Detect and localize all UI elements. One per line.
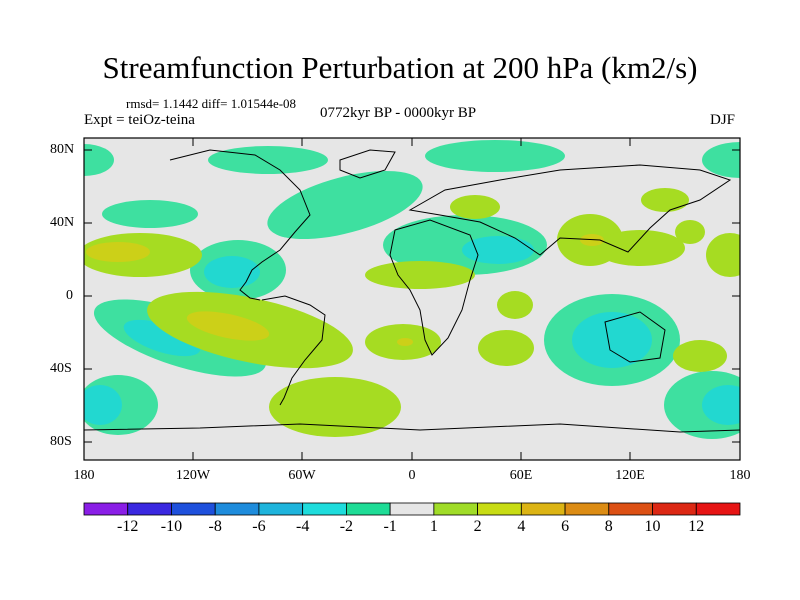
- x-tick-label: 60W: [288, 468, 316, 483]
- x-tick-label: 180: [729, 468, 751, 483]
- colorbar-label: 4: [517, 518, 526, 535]
- colorbar-swatch: [433, 502, 479, 516]
- colorbar-label: 1: [429, 518, 438, 535]
- contour-pos-region: [478, 330, 534, 366]
- contour-pos-region: [675, 220, 705, 244]
- y-tick-label: 80S: [50, 434, 72, 449]
- x-tick-label: 180: [73, 468, 95, 483]
- experiment-label: Expt = teiOz-teina: [84, 112, 195, 128]
- colorbar-swatch: [345, 502, 391, 516]
- contour-field: [84, 140, 740, 439]
- x-tick-marks: [192, 138, 631, 460]
- y-tick-label: 40S: [50, 361, 72, 376]
- colorbar-label: -1: [383, 518, 397, 535]
- colorbar-swatch: [171, 502, 216, 516]
- colorbar-swatch: [83, 502, 129, 516]
- x-tick-label: 0: [408, 468, 416, 483]
- contour-neg-core: [702, 385, 740, 425]
- colorbar-label: -6: [252, 518, 266, 535]
- colorbar-label: 2: [473, 518, 482, 535]
- y-tick-label: 80N: [50, 142, 75, 157]
- colorbar-swatch: [214, 502, 260, 516]
- contour-pos-region: [365, 261, 475, 289]
- colorbar-label: -4: [295, 518, 310, 535]
- x-tick-label: 120E: [615, 468, 645, 483]
- colorbar-swatch: [608, 502, 653, 516]
- y-tick-label: 40N: [50, 215, 75, 230]
- contour-neg-core: [572, 312, 652, 368]
- colorbar-label: -8: [208, 518, 222, 535]
- colorbar-swatch: [389, 502, 435, 516]
- y-tick-marks: [84, 149, 740, 443]
- contour-neg-core: [462, 236, 534, 264]
- contour-pos-region: [641, 188, 689, 212]
- colorbar-swatch: [477, 502, 522, 516]
- colorbar-label: 6: [561, 518, 570, 535]
- contour-pos-region: [673, 340, 727, 372]
- x-tick-label: 60E: [509, 468, 533, 483]
- colorbar: [83, 502, 741, 516]
- contour-neg-region: [102, 200, 198, 228]
- colorbar-swatch: [258, 502, 304, 516]
- contour-neg-region: [272, 218, 312, 238]
- contour-pos-core: [397, 338, 413, 346]
- y-tick-label: 0: [66, 288, 73, 303]
- colorbar-swatch: [520, 502, 566, 516]
- contour-neg-region: [425, 140, 565, 172]
- colorbar-label: -10: [160, 518, 183, 535]
- colorbar-swatch: [564, 502, 610, 516]
- contour-neg-core: [123, 319, 201, 357]
- colorbar-swatch: [695, 502, 741, 516]
- season-label: DJF: [710, 112, 736, 128]
- colorbar-label: -2: [339, 518, 354, 535]
- colorbar-label: 12: [688, 518, 705, 535]
- period-label: 0772kyr BP - 0000kyr BP: [320, 105, 477, 121]
- contour-neg-region: [702, 142, 740, 178]
- coastlines: [84, 149, 740, 433]
- contour-pos-region: [706, 233, 740, 277]
- contour-pos-region: [497, 291, 533, 319]
- stats-line: rmsd= 1.1442 diff= 1.01544e-08: [126, 96, 297, 111]
- colorbar-label: -12: [117, 518, 139, 535]
- colorbar-label: 8: [604, 518, 613, 535]
- contour-pos-core: [86, 242, 150, 262]
- contour-neg-region: [84, 144, 114, 176]
- plot-title: Streamfunction Perturbation at 200 hPa (…: [102, 50, 698, 85]
- contour-pos-region: [269, 377, 401, 437]
- colorbar-label: 10: [644, 518, 661, 535]
- colorbar-swatch: [652, 502, 697, 516]
- colorbar-swatch: [302, 502, 347, 516]
- contour-pos-core: [186, 311, 270, 341]
- colorbar-swatch: [127, 502, 172, 516]
- contour-pos-region: [450, 195, 500, 219]
- x-tick-label: 120W: [175, 468, 211, 483]
- contour-neg-region: [208, 146, 328, 174]
- contour-pos-region: [595, 230, 685, 266]
- contour-neg-core: [84, 385, 122, 425]
- contour-neg-core: [204, 256, 260, 288]
